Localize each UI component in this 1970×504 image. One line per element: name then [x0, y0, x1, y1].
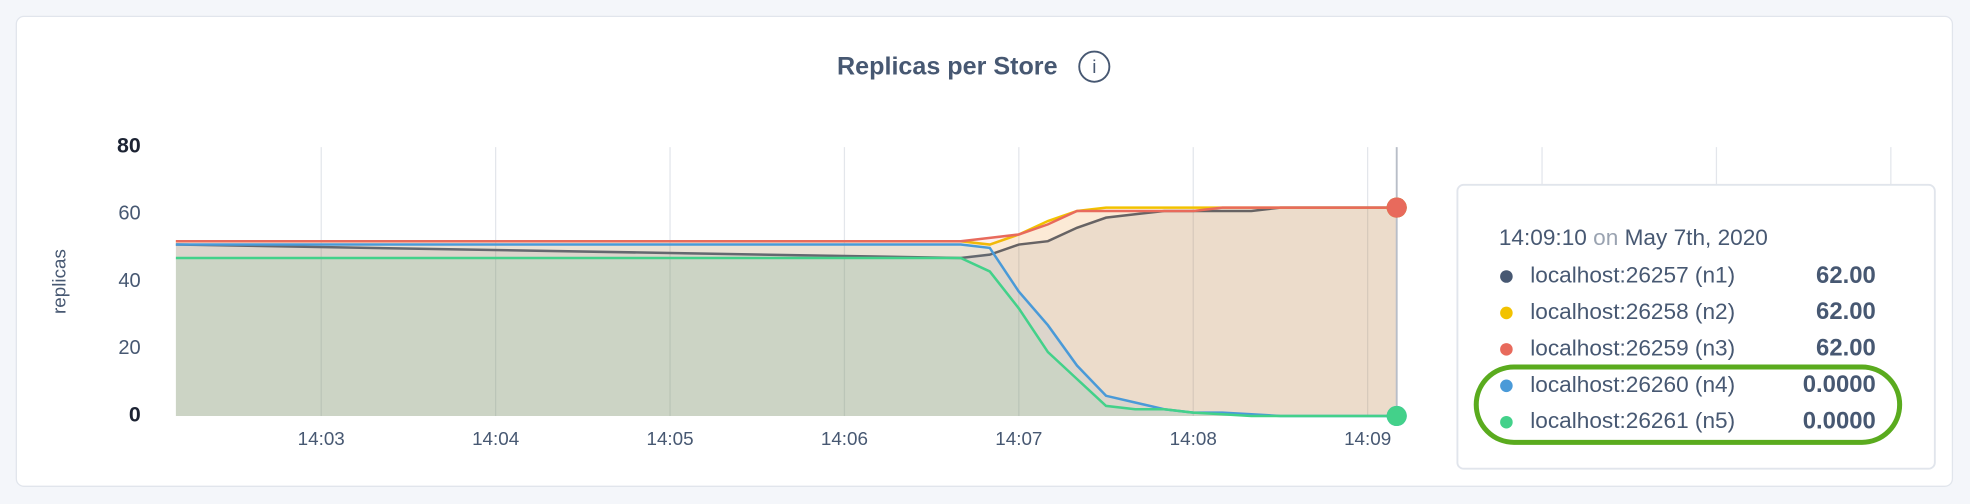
legend-label: localhost:26261 (n5) — [1530, 408, 1735, 433]
y-tick-label: 40 — [118, 270, 140, 292]
tooltip-value: 0.0000 — [1803, 371, 1876, 398]
series-area — [175, 207, 1397, 416]
hover-dot — [1386, 405, 1407, 427]
legend-marker — [1500, 270, 1513, 283]
chart-title: Replicas per Store — [837, 53, 1058, 81]
series-line — [175, 206, 1397, 243]
y-tick-label: 0 — [129, 403, 141, 427]
x-tick-label: 14:08 — [1170, 428, 1217, 449]
y-tick-label: 80 — [117, 134, 141, 158]
x-tick-label: 14:05 — [646, 428, 693, 449]
legend-marker — [1500, 306, 1513, 320]
legend-label: localhost:26258 (n2) — [1530, 299, 1735, 324]
tooltip-connector: on — [1593, 225, 1618, 250]
hover-dot — [1386, 197, 1407, 218]
series-area — [175, 257, 1397, 416]
series-area — [175, 207, 1397, 416]
tooltip-time: 14:09:10 — [1499, 225, 1587, 250]
tooltip-value: 62.00 — [1816, 262, 1876, 289]
tooltip-box — [1456, 183, 1936, 470]
legend-marker — [1500, 415, 1513, 429]
x-tick-label: 14:03 — [298, 428, 345, 449]
legend-marker — [1500, 379, 1513, 393]
legend-label: localhost:26260 (n4) — [1530, 372, 1735, 397]
svg-text:i: i — [1092, 56, 1096, 77]
x-tick-label: 14:04 — [472, 428, 519, 449]
y-axis-label: replicas — [48, 249, 69, 314]
tooltip-date: May 7th, 2020 — [1625, 225, 1768, 250]
tooltip-value: 62.00 — [1816, 335, 1876, 362]
series-area — [175, 207, 1397, 416]
series-area — [175, 244, 1397, 416]
legend-label: localhost:26259 (n3) — [1530, 335, 1735, 360]
info-icon[interactable]: i — [1078, 50, 1111, 83]
tooltip-value: 62.00 — [1816, 298, 1876, 325]
legend-marker — [1500, 343, 1513, 356]
x-tick-label: 14:06 — [821, 428, 868, 449]
x-tick-label: 14:07 — [995, 428, 1042, 449]
highlight-annotation — [1473, 364, 1903, 445]
y-tick-label: 60 — [118, 203, 140, 225]
tooltip-header: 14:09:10 on May 7th, 2020 — [1499, 225, 1768, 250]
y-tick-label: 20 — [118, 337, 140, 359]
x-tick-label: 14:09 — [1344, 428, 1391, 449]
legend-label: localhost:26257 (n1) — [1530, 262, 1735, 287]
series-line — [175, 256, 1397, 418]
tooltip-value: 0.0000 — [1803, 408, 1876, 435]
